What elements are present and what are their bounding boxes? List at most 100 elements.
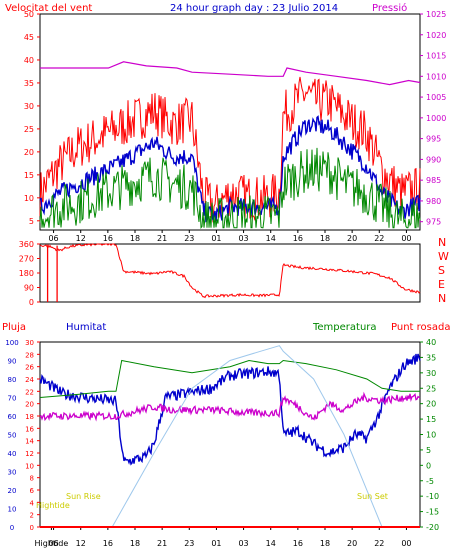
humidity-y-tick-label: 28 <box>25 351 34 359</box>
x-tick-label: 06 <box>48 539 58 548</box>
direction-y-tick-label: 360 <box>19 240 34 249</box>
humidity-y-tick-label: 18 <box>25 413 34 421</box>
rain-y-tick-label: 80 <box>8 376 17 384</box>
wind-y-tick-label: 10 <box>24 194 34 203</box>
x-tick-label: 03 <box>238 539 248 548</box>
direction-letter: N <box>438 236 446 249</box>
x-tick-label: 16 <box>293 539 303 548</box>
temperature-y-tick-label: -20 <box>426 523 439 532</box>
humidity-y-tick-label: 12 <box>25 450 34 458</box>
humidity-y-tick-label: 10 <box>25 462 34 470</box>
wind-y-tick-label: 40 <box>24 56 34 65</box>
pressure-y-tick-label: 1025 <box>426 10 446 19</box>
wind-y-tick-label: 45 <box>24 33 34 42</box>
pressure-y-tick-label: 1000 <box>426 114 446 123</box>
dewpoint-title: Punt rosada <box>391 322 450 333</box>
humidity-y-tick-label: 0 <box>30 524 34 532</box>
rain-y-tick-label: 90 <box>8 358 17 366</box>
humidity-y-tick-label: 4 <box>30 499 35 507</box>
humidity-y-tick-label: 16 <box>25 425 34 433</box>
direction-letter: N <box>438 292 446 305</box>
x-tick-label: 14 <box>266 539 276 548</box>
rain-y-tick-label: 30 <box>8 469 17 477</box>
temperature-title: Temperatura <box>312 322 377 333</box>
hightide-marker: Hightide <box>36 501 70 510</box>
temperature-y-tick-label: -15 <box>426 508 439 517</box>
humidity-y-tick-label: 20 <box>25 401 34 409</box>
rain-title: Pluja <box>2 322 26 333</box>
humidity-title: Humitat <box>66 322 106 333</box>
direction-y-tick-label: 180 <box>19 269 34 278</box>
wind-title: Velocitat del vent <box>5 3 92 14</box>
sunrise-label: Sun Rise <box>66 492 101 501</box>
rain-y-tick-label: 20 <box>8 487 17 495</box>
series-sun <box>111 345 383 528</box>
x-tick-label: 16 <box>293 234 303 243</box>
direction-y-tick-label: 270 <box>19 255 34 264</box>
temperature-y-tick-label: -10 <box>426 492 439 501</box>
rain-y-tick-label: 100 <box>5 339 18 347</box>
x-tick-label: 12 <box>76 234 86 243</box>
pressure-y-tick-label: 1020 <box>426 31 446 40</box>
x-tick-label: 16 <box>103 234 113 243</box>
x-tick-label: 22 <box>374 539 384 548</box>
series-humidity <box>39 353 421 466</box>
x-tick-label: 00 <box>401 234 411 243</box>
series-pressure <box>40 61 421 86</box>
wind-panel-frame <box>39 13 421 231</box>
x-tick-label: 18 <box>320 539 330 548</box>
x-tick-label: 14 <box>266 234 276 243</box>
direction-letter: W <box>438 250 449 263</box>
pressure-y-tick-label: 995 <box>426 135 441 144</box>
rain-y-tick-label: 70 <box>8 395 17 403</box>
x-tick-label: 01 <box>211 539 221 548</box>
pressure-y-tick-label: 1010 <box>426 72 446 81</box>
humidity-y-tick-label: 24 <box>25 376 34 384</box>
rain-y-tick-label: 50 <box>8 432 17 440</box>
direction-y-tick-label: 90 <box>24 284 34 293</box>
wind-y-tick-label: 25 <box>24 125 34 134</box>
series-wind-avg <box>39 115 421 223</box>
pressure-y-tick-label: 1015 <box>426 52 446 61</box>
rain-y-tick-label: 40 <box>8 450 17 458</box>
wind-y-tick-label: 30 <box>24 102 34 111</box>
x-tick-label: 06 <box>48 234 58 243</box>
x-tick-label: 20 <box>347 234 357 243</box>
temperature-y-tick-label: 40 <box>426 338 436 347</box>
x-tick-label: 01 <box>211 234 221 243</box>
series-wind-low <box>39 147 421 230</box>
wind-y-tick-label: 35 <box>24 79 34 88</box>
pressure-y-tick-label: 1005 <box>426 93 446 102</box>
x-tick-label: 00 <box>401 539 411 548</box>
series-direction <box>39 243 421 299</box>
pressure-y-tick-label: 975 <box>426 218 441 227</box>
series-wind-gust <box>39 76 421 223</box>
humidity-y-tick-label: 30 <box>25 339 34 347</box>
temperature-y-tick-label: 25 <box>426 384 436 393</box>
x-tick-label: 22 <box>374 234 384 243</box>
humidity-y-tick-label: 6 <box>30 487 35 495</box>
pressure-y-tick-label: 980 <box>426 197 441 206</box>
x-tick-label: 12 <box>76 539 86 548</box>
humidity-y-tick-label: 22 <box>25 388 34 396</box>
wind-y-tick-label: 20 <box>24 148 34 157</box>
rain-y-tick-label: 10 <box>8 506 17 514</box>
humidity-y-tick-label: 8 <box>30 475 34 483</box>
x-tick-label: 21 <box>157 539 167 548</box>
x-tick-label: 18 <box>320 234 330 243</box>
wind-y-tick-label: 15 <box>24 171 34 180</box>
pressure-title: Pressió <box>372 2 407 14</box>
x-tick-label: 23 <box>184 234 194 243</box>
x-tick-label: 16 <box>103 539 113 548</box>
rain-y-tick-label: 0 <box>10 524 14 532</box>
x-tick-label: 03 <box>238 234 248 243</box>
x-tick-label: 23 <box>184 539 194 548</box>
direction-y-tick-label: 0 <box>29 298 34 307</box>
pressure-y-tick-label: 990 <box>426 155 441 164</box>
temperature-y-tick-label: 5 <box>426 446 431 455</box>
humidity-y-tick-label: 26 <box>25 364 34 372</box>
temperature-y-tick-label: 20 <box>426 400 436 409</box>
temperature-y-tick-label: 35 <box>426 353 436 362</box>
x-tick-label: 20 <box>347 539 357 548</box>
